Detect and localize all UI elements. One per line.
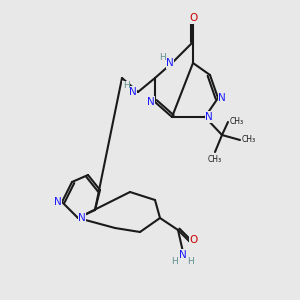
Text: N: N [166,58,174,68]
Text: O: O [190,235,198,245]
Text: H: H [159,53,165,62]
Text: N: N [129,87,137,97]
Text: N: N [218,93,226,103]
Text: N: N [78,213,86,223]
Text: H: H [188,256,194,266]
Text: O: O [189,13,197,23]
Text: H: H [172,256,178,266]
Text: CH₃: CH₃ [208,155,222,164]
Text: CH₃: CH₃ [230,118,244,127]
Text: CH₃: CH₃ [242,136,256,145]
Text: H: H [123,82,129,91]
Text: N: N [205,112,213,122]
Text: N: N [179,250,187,260]
Text: N: N [54,197,62,207]
Text: N: N [147,97,155,107]
